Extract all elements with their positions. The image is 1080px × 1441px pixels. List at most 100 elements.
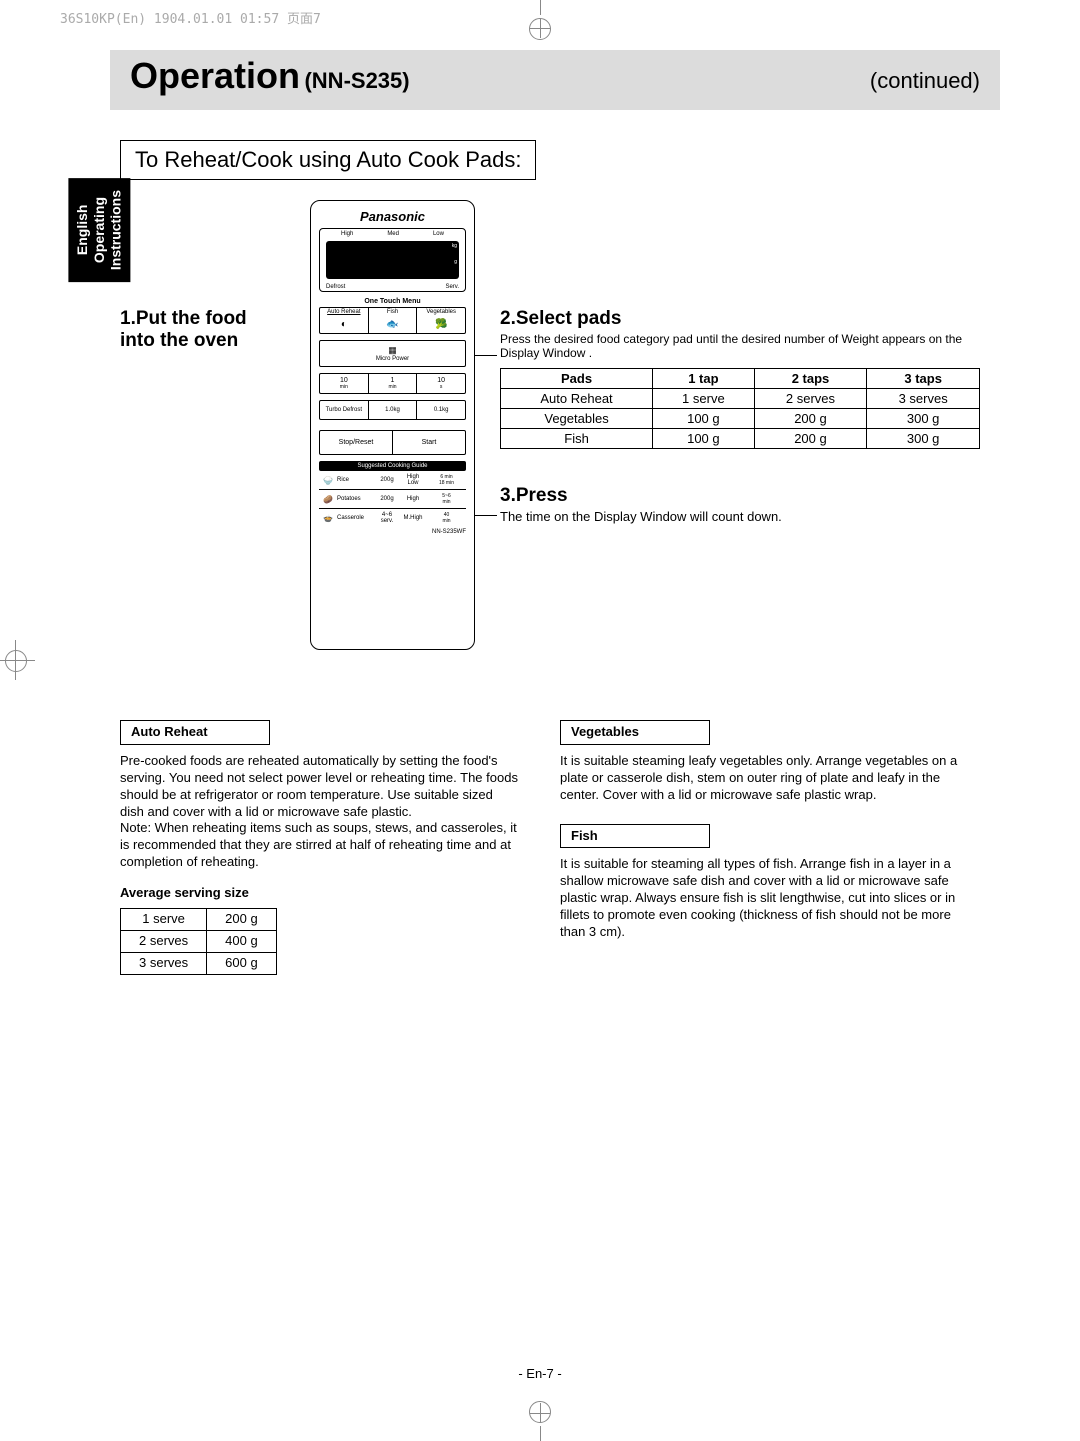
- guide-name: Rice: [337, 477, 375, 483]
- guide-table: 🍚 Rice 200g High Low 6 min 18 min 🥔 Pota…: [319, 471, 466, 527]
- guide-time: 5~6 min: [427, 493, 466, 505]
- serving-cell: 2 serves: [121, 930, 207, 952]
- title-bar: Operation (NN-S235) (continued): [110, 50, 1000, 110]
- cell: Auto Reheat: [501, 389, 653, 409]
- cell: 1 serve: [653, 389, 755, 409]
- stop-reset-button[interactable]: Stop/Reset: [320, 431, 393, 454]
- guide-time: 40 min: [427, 512, 466, 524]
- guide-name: Potatoes: [337, 496, 375, 502]
- guide-row: 🍲 Casserole 4~6 serv. M.High 40 min: [319, 509, 466, 527]
- time-10min[interactable]: 10min: [320, 374, 369, 393]
- step3-block: 3.Press The time on the Display Window w…: [500, 485, 980, 524]
- defrost-01kg[interactable]: 0.1kg: [417, 401, 465, 419]
- turbo-defrost-button[interactable]: Turbo Defrost: [320, 401, 369, 419]
- guide-row: 🥔 Potatoes 200g High 5~6 min: [319, 490, 466, 509]
- serving-row: 1 serve 200 g: [121, 909, 277, 931]
- guide-weight: 200g: [375, 496, 399, 502]
- avg-serving-label: Average serving size: [120, 885, 520, 902]
- guide-weight: 4~6 serv.: [375, 512, 399, 524]
- step2-block: 2.Select pads Press the desired food cat…: [500, 308, 980, 449]
- serving-cell: 3 serves: [121, 952, 207, 974]
- micro-power-label: Micro Power: [376, 356, 409, 362]
- otm-label: One Touch Menu: [319, 298, 466, 305]
- micro-power-icon: ▦: [320, 345, 465, 356]
- guide-name: Casserole: [337, 515, 375, 521]
- time-row[interactable]: 10min 1min 10s: [319, 373, 466, 394]
- step2-title: 2.Select pads: [500, 308, 980, 330]
- microwave-panel: Panasonic High Med Low kg g Defrost Serv…: [310, 200, 475, 650]
- time-1min[interactable]: 1min: [369, 374, 418, 393]
- auto-reheat-heading: Auto Reheat: [120, 720, 270, 745]
- crop-mark-bottom: [520, 1401, 560, 1441]
- th-2taps: 2 taps: [754, 369, 867, 389]
- guide-row: 🍚 Rice 200g High Low 6 min 18 min: [319, 471, 466, 490]
- disp-kg: kg: [452, 243, 457, 249]
- fish-heading: Fish: [560, 824, 710, 849]
- table-row: Auto Reheat 1 serve 2 serves 3 serves: [501, 389, 980, 409]
- vegetables-body: It is suitable steaming leafy vegetables…: [560, 753, 960, 804]
- vegetable-icon[interactable]: 🥦: [417, 316, 465, 333]
- potato-icon: 🥔: [319, 495, 337, 504]
- guide-power: High: [399, 496, 427, 502]
- disp-high: High: [341, 231, 353, 237]
- micro-power-button[interactable]: ▦ Micro Power: [319, 340, 466, 367]
- guide-label: Suggested Cooking Guide: [319, 461, 466, 471]
- disp-serv: Serv.: [445, 284, 459, 290]
- cell: 300 g: [867, 409, 980, 429]
- cell: 100 g: [653, 429, 755, 449]
- cell: 100 g: [653, 409, 755, 429]
- disp-med: Med: [387, 231, 399, 237]
- cell: 300 g: [867, 429, 980, 449]
- panel-display: High Med Low kg g Defrost Serv.: [319, 228, 466, 292]
- auto-reheat-col: Auto Reheat Pre-cooked foods are reheate…: [120, 720, 520, 975]
- cell: 200 g: [754, 409, 867, 429]
- cell: 200 g: [754, 429, 867, 449]
- vegetables-heading: Vegetables: [560, 720, 710, 745]
- start-button[interactable]: Start: [393, 431, 465, 454]
- guide-power: High Low: [399, 474, 427, 486]
- one-touch-menu[interactable]: Auto Reheat Fish Vegetables ◐ 🐟 🥦: [319, 307, 466, 334]
- otm-fish[interactable]: Fish: [369, 308, 418, 316]
- control-row[interactable]: Stop/Reset Start: [319, 430, 466, 455]
- serving-table: 1 serve 200 g 2 serves 400 g 3 serves 60…: [120, 908, 277, 975]
- defrost-row[interactable]: Turbo Defrost 1.0kg 0.1kg: [319, 400, 466, 420]
- fish-body: It is suitable for steaming all types of…: [560, 856, 960, 940]
- serving-row: 3 serves 600 g: [121, 952, 277, 974]
- step2-desc: Press the desired food category pad unti…: [500, 332, 980, 360]
- sidebar-tab: English Operating Instructions: [68, 178, 130, 282]
- step3-desc: The time on the Display Window will coun…: [500, 509, 980, 524]
- panel-brand: Panasonic: [319, 209, 466, 224]
- panel-model-label: NN-S235WF: [319, 529, 466, 535]
- disp-g: g: [454, 259, 457, 265]
- rice-icon: 🍚: [319, 476, 337, 485]
- cell: Vegetables: [501, 409, 653, 429]
- file-meta-header: 36S10KP(En) 1904.01.01 01:57 页面7: [60, 8, 321, 27]
- reheat-icon[interactable]: ◐: [320, 316, 369, 333]
- otm-vegetables[interactable]: Vegetables: [417, 308, 465, 316]
- table-header-row: Pads 1 tap 2 taps 3 taps: [501, 369, 980, 389]
- cell: 3 serves: [867, 389, 980, 409]
- table-row: Vegetables 100 g 200 g 300 g: [501, 409, 980, 429]
- otm-auto-reheat[interactable]: Auto Reheat: [320, 308, 369, 316]
- table-row: Fish 100 g 200 g 300 g: [501, 429, 980, 449]
- serving-cell: 200 g: [207, 909, 277, 931]
- serving-cell: 1 serve: [121, 909, 207, 931]
- guide-weight: 200g: [375, 477, 399, 483]
- connector-line: [475, 515, 497, 516]
- casserole-icon: 🍲: [319, 514, 337, 523]
- right-col: Vegetables It is suitable steaming leafy…: [560, 720, 960, 975]
- connector-line: [475, 355, 497, 356]
- defrost-1kg[interactable]: 1.0kg: [369, 401, 418, 419]
- serving-cell: 400 g: [207, 930, 277, 952]
- time-10s[interactable]: 10s: [417, 374, 465, 393]
- crop-mark-side: [5, 650, 45, 690]
- page-number: - En-7 -: [518, 1366, 561, 1381]
- disp-low: Low: [433, 231, 444, 237]
- guide-power: M.High: [399, 515, 427, 521]
- fish-icon[interactable]: 🐟: [369, 316, 418, 333]
- th-pads: Pads: [501, 369, 653, 389]
- section-title: To Reheat/Cook using Auto Cook Pads:: [120, 140, 536, 180]
- th-1tap: 1 tap: [653, 369, 755, 389]
- serving-row: 2 serves 400 g: [121, 930, 277, 952]
- serving-cell: 600 g: [207, 952, 277, 974]
